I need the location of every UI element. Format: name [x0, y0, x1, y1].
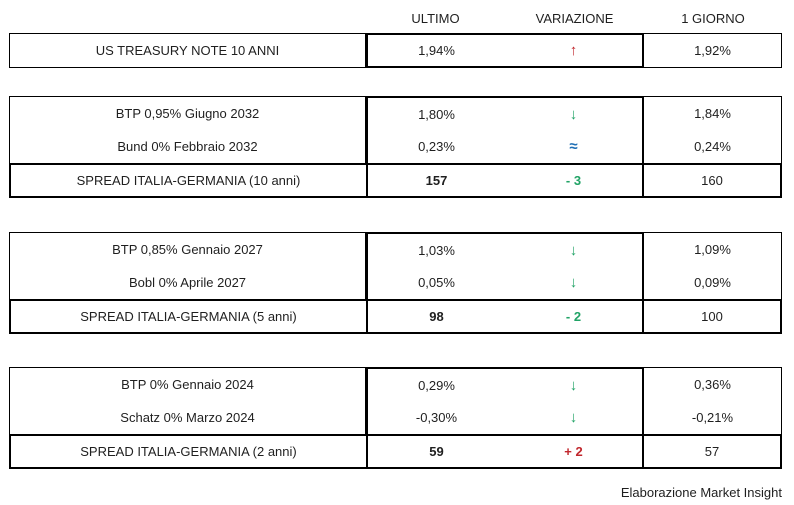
bond-label: BTP 0,95% Giugno 2032 [115, 106, 260, 121]
down-arrow-icon: ↓ [569, 241, 578, 259]
spread-label: SPREAD ITALIA-GERMANIA (10 anni) [9, 163, 366, 198]
giorno-value: 0,24% [694, 139, 731, 154]
giorno-box: 1,09% 0,09% [644, 232, 782, 299]
ultimo-variazione-box: 0,29% -0,30% ↓ ↓ [366, 367, 644, 434]
bond-label-box: US TREASURY NOTE 10 ANNI [9, 33, 366, 68]
bond-label: Schatz 0% Marzo 2024 [120, 410, 255, 425]
spread-giorno: 160 [644, 163, 782, 198]
giorno-value: 1,09% [694, 242, 731, 257]
credit-text: Elaborazione Market Insight [620, 485, 782, 500]
up-arrow-icon: ↑ [569, 42, 578, 59]
ultimo-variazione-box: 1,94% ↑ [366, 33, 644, 68]
spread-ultimo: 59 [429, 444, 444, 459]
down-arrow-icon: ↓ [569, 105, 578, 123]
bond-table-10-anni: BTP 0,95% Giugno 2032 Bund 0% Febbraio 2… [9, 96, 782, 198]
ultimo-value: 1,80% [418, 106, 455, 122]
spread-row-2-anni: SPREAD ITALIA-GERMANIA (2 anni) 59 + 2 5… [9, 434, 782, 469]
header-1giorno: 1 GIORNO [681, 10, 745, 26]
bond-label-box: BTP 0,95% Giugno 2032 Bund 0% Febbraio 2… [9, 96, 366, 163]
spread-label: SPREAD ITALIA-GERMANIA (5 anni) [9, 299, 366, 334]
ultimo-value: -0,30% [415, 410, 458, 426]
giorno-value: 1,84% [694, 106, 731, 121]
bond-label-box: BTP 0% Gennaio 2024 Schatz 0% Marzo 2024 [9, 367, 366, 434]
ultimo-value: 0,23% [418, 139, 455, 155]
bond-label-box: BTP 0,85% Gennaio 2027 Bobl 0% Aprile 20… [9, 232, 366, 299]
ultimo-value: 1,94% [418, 43, 455, 58]
down-arrow-icon: ↓ [569, 409, 578, 427]
column-headers: ULTIMO VARIAZIONE 1 GIORNO [9, 8, 794, 28]
bond-label: Bobl 0% Aprile 2027 [128, 275, 247, 290]
giorno-value: 0,09% [694, 275, 731, 290]
header-ultimo: ULTIMO [411, 10, 460, 26]
ultimo-value: 1,03% [418, 242, 455, 258]
bond-table-2-anni: BTP 0% Gennaio 2024 Schatz 0% Marzo 2024… [9, 367, 782, 469]
giorno-value: -0,21% [691, 410, 734, 425]
spread-row-10-anni: SPREAD ITALIA-GERMANIA (10 anni) 157 - 3… [9, 163, 782, 198]
giorno-box: 1,92% [644, 33, 782, 68]
giorno-value: 1,92% [694, 43, 731, 58]
bond-label: US TREASURY NOTE 10 ANNI [95, 43, 280, 58]
spread-label: SPREAD ITALIA-GERMANIA (2 anni) [9, 434, 366, 469]
bond-table-5-anni: BTP 0,85% Gennaio 2027 Bobl 0% Aprile 20… [9, 232, 782, 334]
spread-row-5-anni: SPREAD ITALIA-GERMANIA (5 anni) 98 - 2 1… [9, 299, 782, 334]
ultimo-variazione-box: 1,80% 0,23% ↓ ≈ [366, 96, 644, 163]
ultimo-variazione-box: 1,03% 0,05% ↓ ↓ [366, 232, 644, 299]
spread-ultimo: 157 [425, 173, 448, 188]
ultimo-value: 0,05% [418, 275, 455, 291]
bond-label: Bund 0% Febbraio 2032 [117, 139, 258, 154]
down-arrow-icon: ↓ [569, 376, 578, 394]
spread-ultimo: 98 [429, 309, 444, 324]
bond-table-us-treasury: US TREASURY NOTE 10 ANNI 1,94% ↑ 1,92% [9, 33, 782, 68]
spread-variazione: - 3 [565, 173, 582, 188]
ultimo-value: 0,29% [418, 377, 455, 393]
spread-variazione: - 2 [565, 309, 582, 324]
spread-giorno: 57 [644, 434, 782, 469]
giorno-value: 0,36% [694, 377, 731, 392]
spread-giorno: 100 [644, 299, 782, 334]
down-arrow-icon: ↓ [569, 274, 578, 292]
giorno-box: 1,84% 0,24% [644, 96, 782, 163]
header-variazione: VARIAZIONE [535, 10, 614, 26]
giorno-box: 0,36% -0,21% [644, 367, 782, 434]
bond-label: BTP 0,85% Gennaio 2027 [112, 242, 263, 257]
unchanged-icon: ≈ [569, 138, 578, 156]
bond-label: BTP 0% Gennaio 2024 [121, 377, 254, 392]
spread-variazione: + 2 [564, 444, 583, 459]
